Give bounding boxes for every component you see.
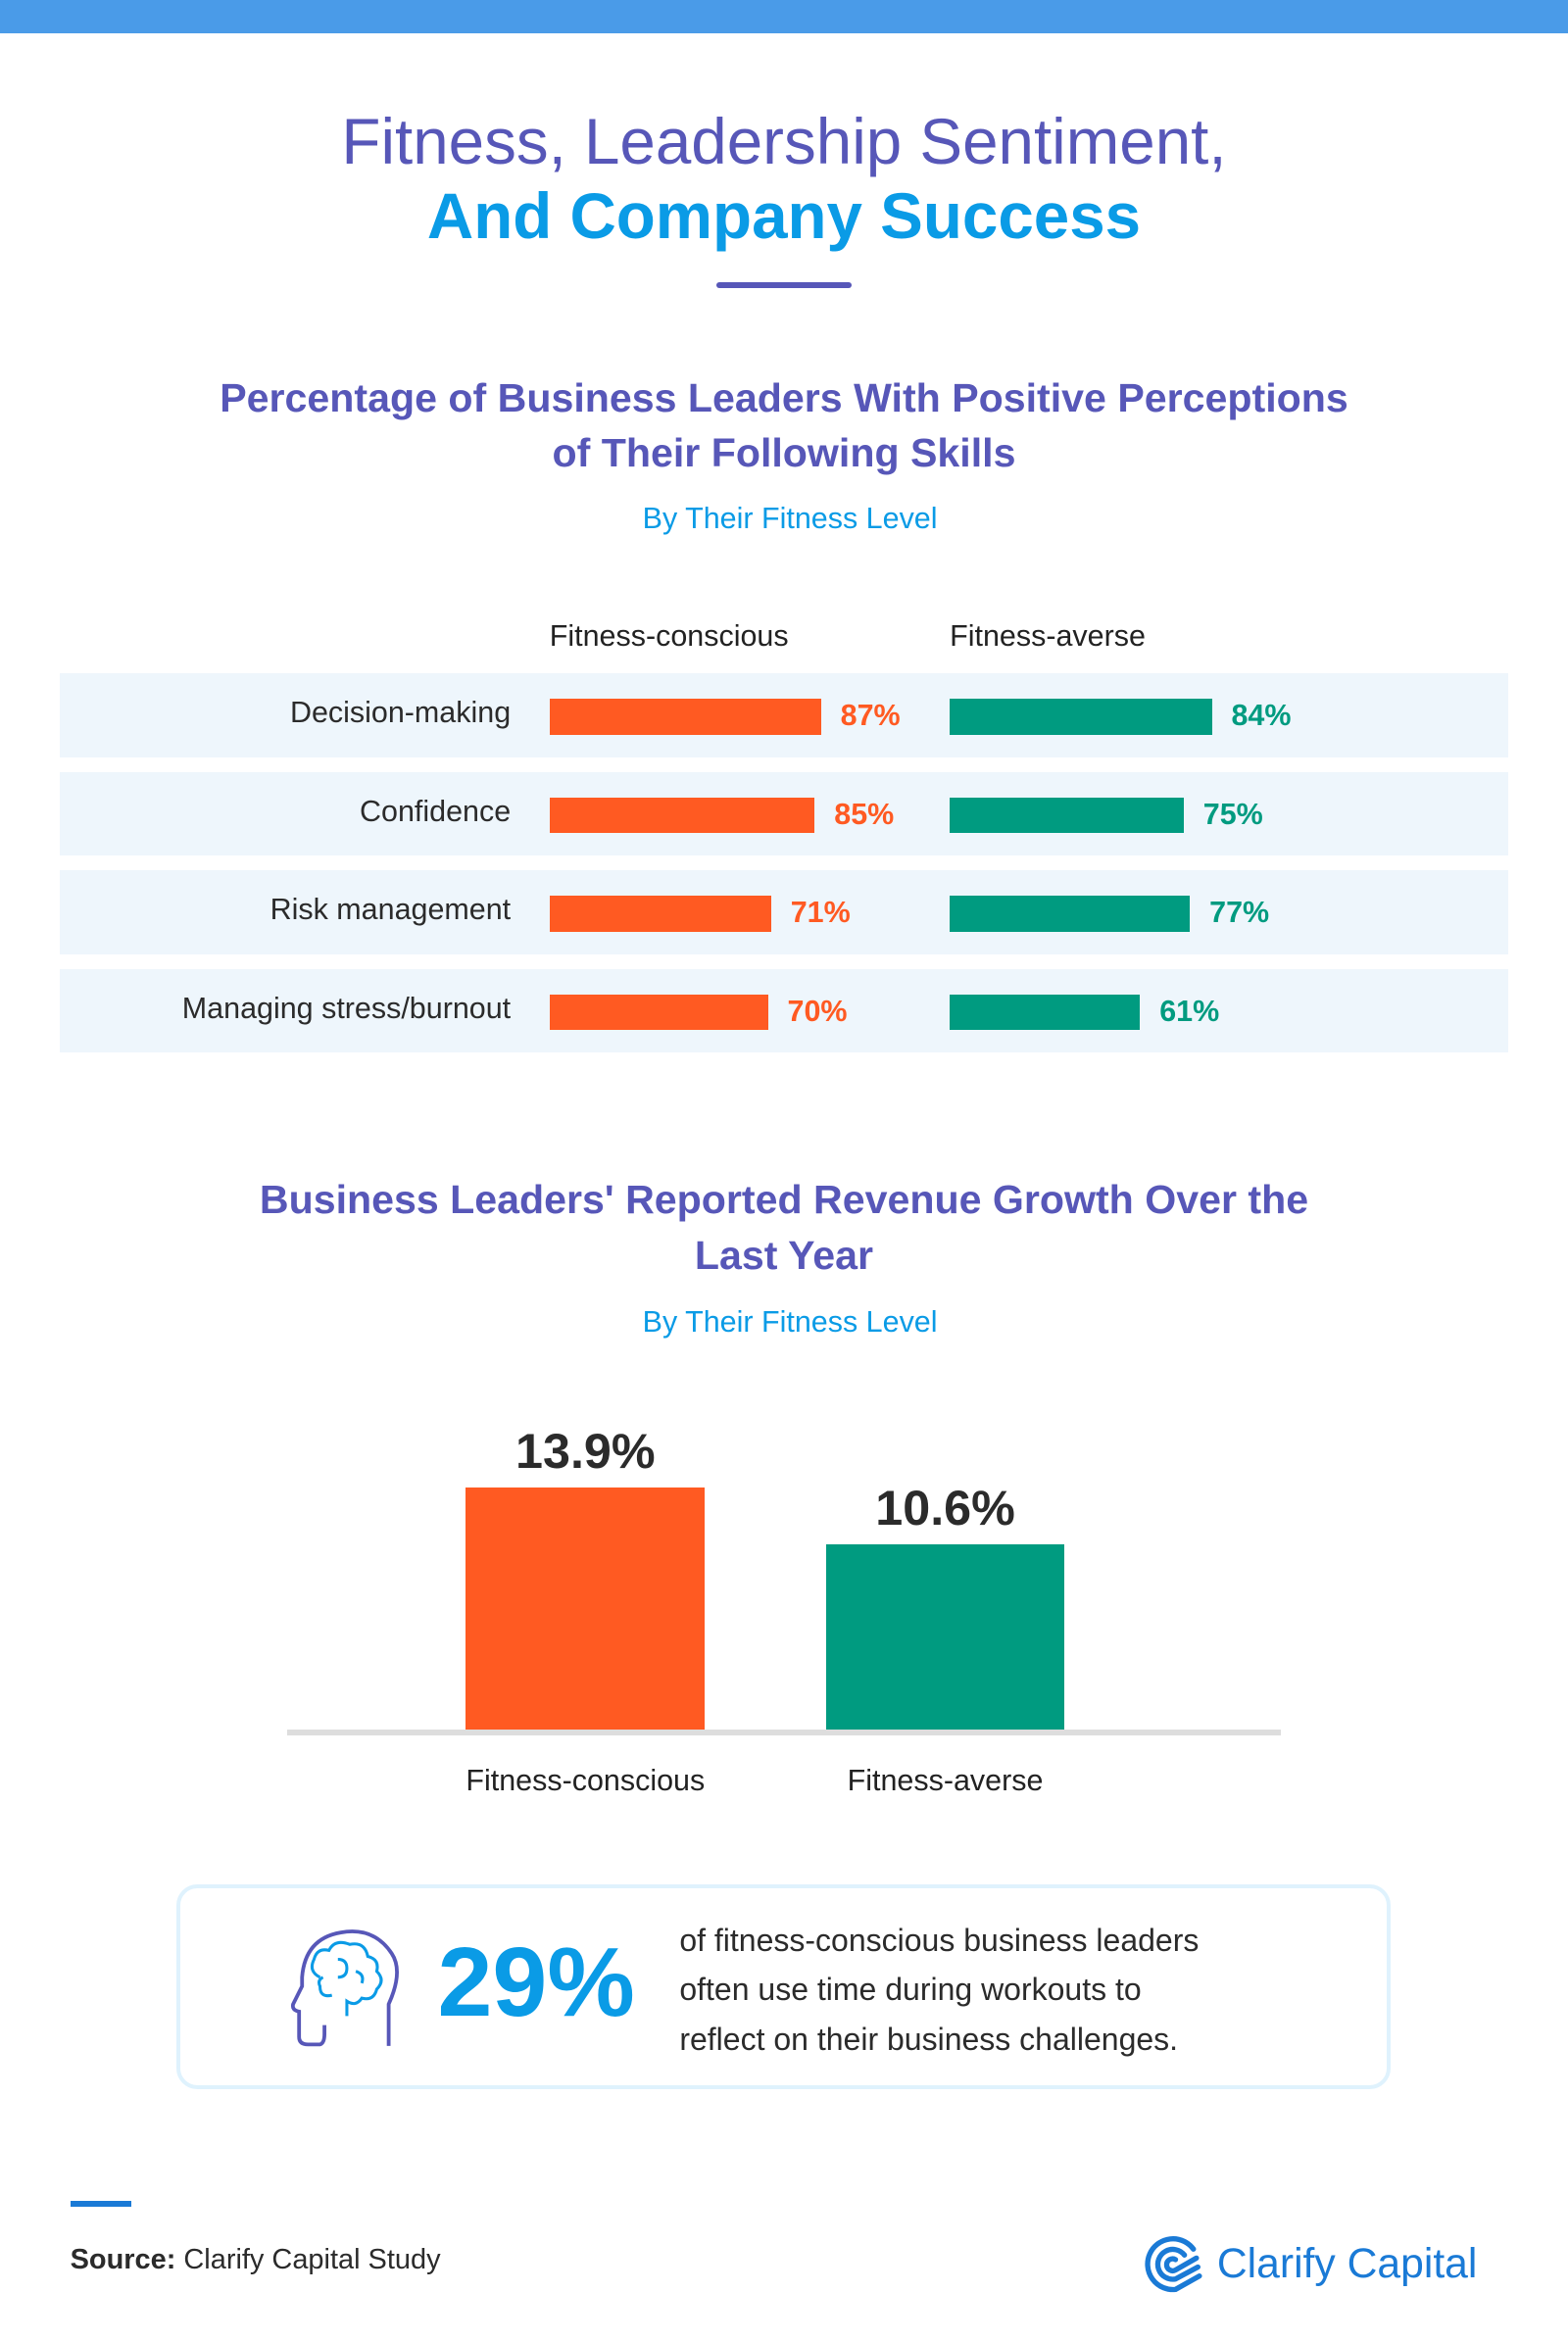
bar-value-label: 75% [1202,797,1263,831]
bar-fitness-conscious [549,699,821,735]
callout-box [175,1884,1392,2090]
skill-label: Managing stress/burnout [181,991,512,1025]
bar-value-label: 87% [840,699,901,733]
revenue-bar [825,1544,1065,1730]
chart1-subtitle: By Their Fitness Level [642,502,938,535]
chart1-title: Percentage of Business Leaders With Posi… [220,374,1348,476]
title-divider [716,282,852,289]
bar-fitness-conscious [549,797,815,834]
bar-fitness-averse [950,896,1191,932]
source-label: Source: [70,2244,176,2276]
chart2-subtitle: By Their Fitness Level [642,1304,938,1339]
skill-label: Decision-making [289,696,512,730]
top-bar [0,0,1568,33]
source-note: Source: Clarify Capital Study [71,2244,441,2276]
legend-fitness-averse: Fitness-averse [950,619,1146,654]
bar-value-label: 85% [834,797,895,831]
callout-line: often use time during workouts to [679,1972,1142,2008]
bar-fitness-averse [950,994,1141,1031]
bar-value-label: 84% [1231,699,1292,733]
revenue-category-label: Fitness-conscious [466,1763,706,1797]
bar-value-label: 77% [1209,896,1270,930]
callout-line: reflect on their business challenges. [679,2021,1179,2057]
x-axis-line [286,1729,1282,1735]
revenue-bar [466,1487,706,1730]
skill-label: Confidence [360,794,512,828]
source-text: Clarify Capital Study [175,2244,441,2276]
callout-line: of fitness-conscious business leaders [679,1923,1200,1959]
footer-divider [70,2201,132,2208]
page-title-line1: Fitness, Leadership Sentiment, [341,105,1227,177]
revenue-category-label: Fitness-averse [847,1763,1044,1797]
bar-fitness-averse [950,797,1184,834]
logo-text: Clarify Capital [1216,2239,1478,2287]
callout-stat: 29% [437,1926,635,2037]
clarify-logo-icon [1145,2235,1202,2292]
revenue-value-label: 10.6% [875,1480,1015,1536]
skill-row [59,870,1509,954]
legend-fitness-conscious: Fitness-conscious [549,619,789,654]
bar-value-label: 61% [1159,994,1220,1028]
bar-fitness-averse [950,699,1212,735]
bar-fitness-conscious [549,896,771,932]
skill-row [59,968,1509,1053]
bar-value-label: 70% [787,994,848,1028]
brain-head-icon [290,1928,399,2046]
revenue-value-label: 13.9% [515,1422,656,1479]
callout-text: of fitness-conscious business leaders of… [679,1916,1199,2064]
bar-value-label: 71% [790,896,851,930]
bar-fitness-conscious [549,994,768,1031]
chart2-title: Business Leaders' Reported Revenue Growt… [259,1177,1309,1278]
page-title-line2: And Company Success [426,179,1142,252]
skill-label: Risk management [270,893,512,927]
clarify-capital-logo: Clarify Capital [1143,2234,1478,2294]
